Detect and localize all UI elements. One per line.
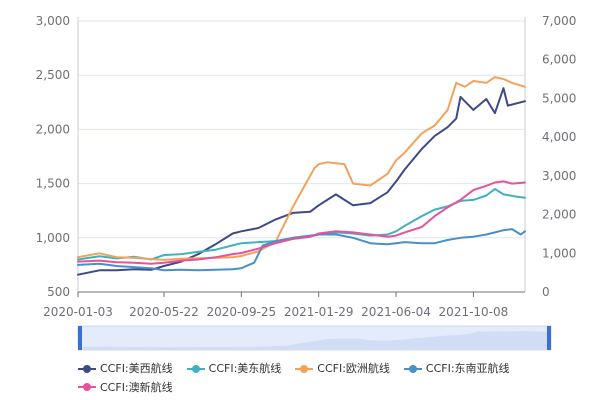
y-right-tick-label: 7,000 bbox=[542, 14, 576, 28]
y-right-tick-label: 6,000 bbox=[542, 53, 576, 67]
legend-marker-icon bbox=[78, 364, 96, 374]
y-right-tick-label: 4,000 bbox=[542, 130, 576, 144]
x-tick-label: 2020-09-25 bbox=[206, 305, 276, 319]
legend-label: CCFI:美东航线 bbox=[208, 362, 282, 375]
y-left-tick-label: 2,500 bbox=[36, 68, 70, 82]
y-left-tick-label: 500 bbox=[47, 285, 70, 299]
x-tick-label: 2020-01-03 bbox=[43, 305, 113, 319]
y-right-tick-label: 2,000 bbox=[542, 208, 576, 222]
data-zoom-slider[interactable] bbox=[77, 325, 552, 351]
zoom-selected-range[interactable] bbox=[78, 326, 551, 350]
legend-marker-icon bbox=[403, 364, 422, 374]
x-tick-label: 2021-06-04 bbox=[361, 305, 431, 319]
y-right-tick-label: 3,000 bbox=[542, 169, 576, 183]
legend-item-3[interactable]: CCFI:东南亚航线 bbox=[403, 360, 510, 377]
y-left-tick-label: 1,000 bbox=[36, 231, 70, 245]
gridlines bbox=[78, 20, 525, 293]
legend-item-4[interactable]: CCFI:澳新航线 bbox=[78, 379, 173, 396]
zoom-preview-area bbox=[78, 331, 551, 350]
legend-label: CCFI:美西航线 bbox=[100, 362, 173, 375]
legend-item-0[interactable]: CCFI:美西航线 bbox=[78, 360, 173, 377]
y-left-tick-label: 2,000 bbox=[36, 122, 70, 136]
legend-marker-icon bbox=[295, 364, 314, 374]
legend-label: CCFI:澳新航线 bbox=[100, 380, 173, 394]
y-right-tick-label: 0 bbox=[542, 285, 550, 299]
legend-marker-icon bbox=[78, 382, 96, 392]
legend-label: CCFI:欧洲航线 bbox=[317, 362, 390, 375]
y-right-tick-label: 1,000 bbox=[542, 246, 576, 260]
legend-item-2[interactable]: CCFI:欧洲航线 bbox=[295, 360, 390, 377]
zoom-handle-right[interactable] bbox=[547, 326, 551, 350]
zoom-handle-left[interactable] bbox=[78, 326, 82, 350]
series-lines bbox=[77, 76, 526, 276]
axes: 500 1,000 1,500 2,000 2,500 3,000 0 1,000 2,000 3… bbox=[36, 14, 577, 319]
y-left-tick-label: 3,000 bbox=[36, 14, 70, 28]
legend-label: CCFI:东南亚航线 bbox=[425, 362, 510, 375]
series-line-4 bbox=[77, 180, 526, 265]
y-left-tick-label: 1,500 bbox=[36, 177, 70, 191]
series-line-1 bbox=[77, 188, 526, 261]
series-line-2 bbox=[77, 76, 526, 261]
legend: CCFI:美西航线 CCFI:美东航线 CCFI:欧洲航线 CCFI:东南亚航线 CCF… bbox=[78, 360, 578, 397]
series-line-0 bbox=[77, 87, 526, 276]
x-tick-label: 2021-01-29 bbox=[284, 305, 354, 319]
series-line-3 bbox=[77, 228, 526, 272]
legend-marker-icon bbox=[186, 364, 205, 374]
legend-item-1[interactable]: CCFI:美东航线 bbox=[186, 360, 282, 377]
x-tick-label: 2021-10-08 bbox=[439, 305, 509, 319]
y-right-tick-label: 5,000 bbox=[542, 91, 576, 105]
x-tick-label: 2020-05-22 bbox=[129, 305, 199, 319]
